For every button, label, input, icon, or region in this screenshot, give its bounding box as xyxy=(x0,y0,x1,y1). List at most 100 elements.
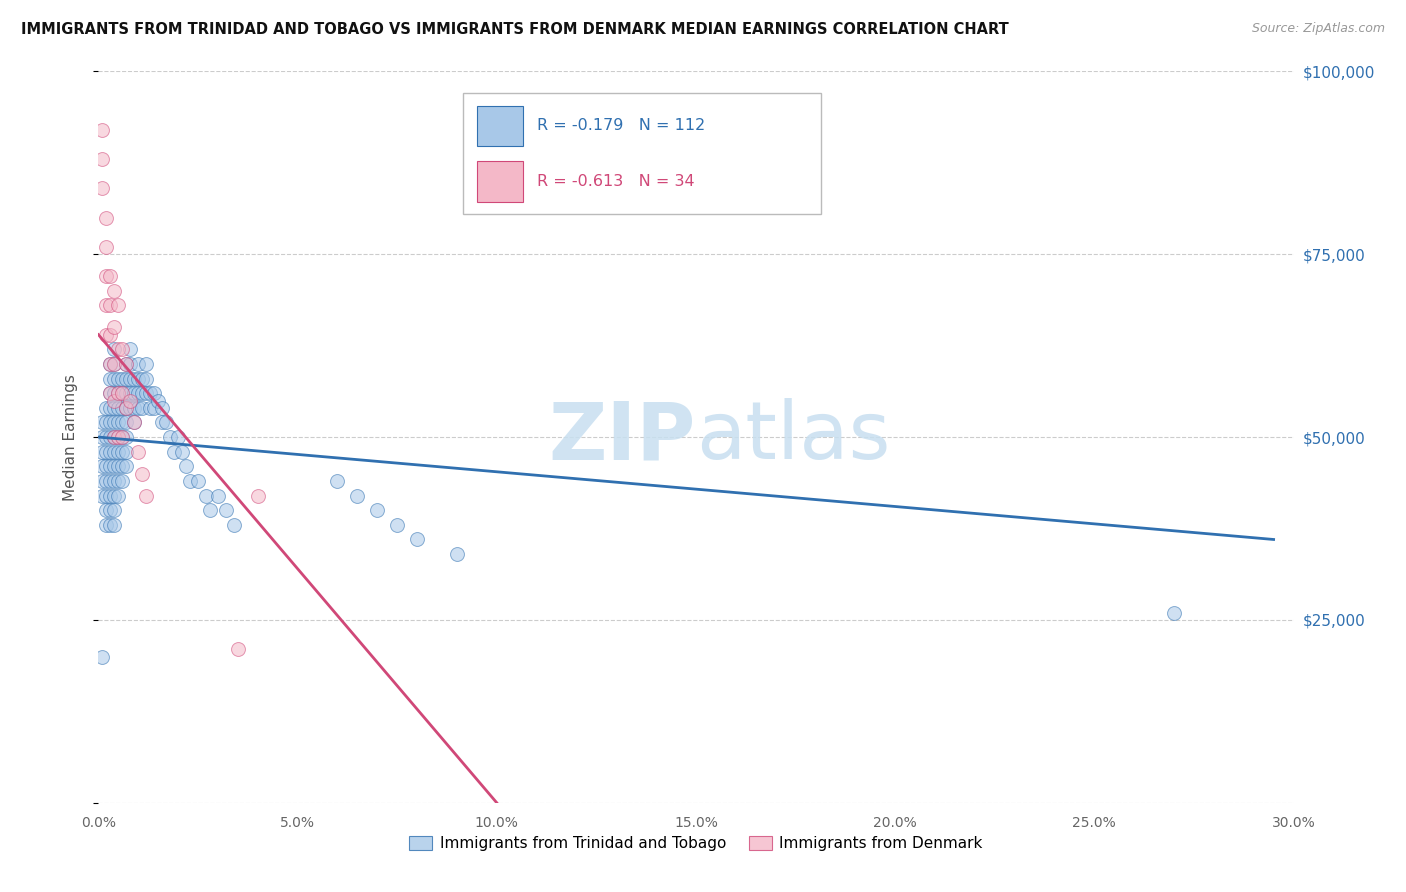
Point xyxy=(187,474,209,488)
Point xyxy=(96,298,118,312)
Point xyxy=(115,357,138,371)
Point xyxy=(127,371,149,385)
Point xyxy=(103,517,125,532)
Point xyxy=(115,444,138,458)
Point xyxy=(111,343,134,357)
Text: R = -0.179   N = 112: R = -0.179 N = 112 xyxy=(537,118,706,133)
Point xyxy=(96,459,118,474)
Point xyxy=(91,489,114,503)
Point xyxy=(107,430,129,444)
Point xyxy=(131,371,153,385)
Point xyxy=(91,649,114,664)
Point xyxy=(120,343,142,357)
Text: Source: ZipAtlas.com: Source: ZipAtlas.com xyxy=(1251,22,1385,36)
Point xyxy=(111,386,134,401)
Point xyxy=(124,416,146,430)
Point xyxy=(91,474,114,488)
Point xyxy=(115,430,138,444)
Point xyxy=(346,489,368,503)
Point xyxy=(98,416,122,430)
Point xyxy=(103,393,125,408)
Point xyxy=(107,343,129,357)
Point xyxy=(115,401,138,415)
Point xyxy=(103,459,125,474)
Point xyxy=(96,269,118,284)
Point xyxy=(115,357,138,371)
Point xyxy=(107,489,129,503)
Point xyxy=(139,386,162,401)
Point xyxy=(98,386,122,401)
Point xyxy=(207,489,229,503)
Point xyxy=(107,459,129,474)
Point xyxy=(115,386,138,401)
Point xyxy=(91,123,114,137)
Point xyxy=(143,401,166,415)
Point xyxy=(127,386,149,401)
Point xyxy=(103,386,125,401)
Point xyxy=(91,459,114,474)
Point xyxy=(120,371,142,385)
Point xyxy=(155,416,177,430)
Point xyxy=(446,547,468,561)
Point xyxy=(120,401,142,415)
Point xyxy=(98,474,122,488)
Text: atlas: atlas xyxy=(696,398,890,476)
Point xyxy=(150,416,173,430)
Point xyxy=(222,517,245,532)
Point xyxy=(107,401,129,415)
Point xyxy=(103,416,125,430)
Text: R = -0.613   N = 34: R = -0.613 N = 34 xyxy=(537,174,695,188)
Point xyxy=(98,298,122,312)
Point xyxy=(103,357,125,371)
Point xyxy=(111,401,134,415)
Point xyxy=(98,503,122,517)
Point xyxy=(111,386,134,401)
Point xyxy=(246,489,269,503)
FancyBboxPatch shape xyxy=(477,161,523,202)
Point xyxy=(143,386,166,401)
Point xyxy=(172,444,194,458)
Point xyxy=(91,152,114,166)
Point xyxy=(115,401,138,415)
Point xyxy=(98,269,122,284)
Point xyxy=(326,474,349,488)
Point xyxy=(91,181,114,195)
Point xyxy=(103,444,125,458)
Point xyxy=(91,416,114,430)
Point xyxy=(103,430,125,444)
Point xyxy=(98,459,122,474)
Point xyxy=(103,503,125,517)
Point xyxy=(107,444,129,458)
Text: ZIP: ZIP xyxy=(548,398,696,476)
Point xyxy=(159,430,181,444)
Point xyxy=(366,503,388,517)
Point xyxy=(167,430,190,444)
Point xyxy=(115,371,138,385)
Point xyxy=(98,357,122,371)
Point xyxy=(139,401,162,415)
Point xyxy=(111,430,134,444)
Point xyxy=(127,444,149,458)
Point xyxy=(103,474,125,488)
Point xyxy=(98,489,122,503)
Point xyxy=(98,517,122,532)
Point xyxy=(96,416,118,430)
Point xyxy=(131,467,153,481)
Point xyxy=(127,357,149,371)
Point xyxy=(91,444,114,458)
Point xyxy=(226,642,249,657)
Point xyxy=(135,357,157,371)
Point xyxy=(124,371,146,385)
Point xyxy=(107,474,129,488)
Point xyxy=(111,430,134,444)
Point xyxy=(124,416,146,430)
Point xyxy=(131,386,153,401)
Point xyxy=(98,401,122,415)
Point xyxy=(127,401,149,415)
Point xyxy=(103,320,125,334)
Point xyxy=(103,343,125,357)
Point xyxy=(215,503,238,517)
Text: IMMIGRANTS FROM TRINIDAD AND TOBAGO VS IMMIGRANTS FROM DENMARK MEDIAN EARNINGS C: IMMIGRANTS FROM TRINIDAD AND TOBAGO VS I… xyxy=(21,22,1010,37)
FancyBboxPatch shape xyxy=(477,106,523,146)
Point xyxy=(107,371,129,385)
